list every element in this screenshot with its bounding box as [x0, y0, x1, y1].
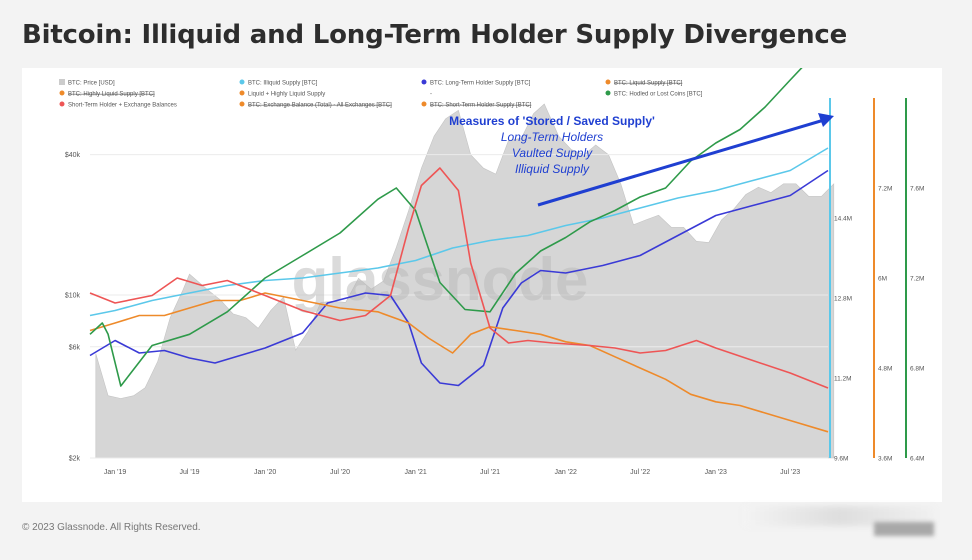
- x-tick-label: Jan '21: [404, 469, 426, 476]
- x-tick-label: Jul '23: [780, 469, 800, 476]
- right-axis-tick-label: 6M: [878, 276, 887, 283]
- chart-panel: BTC: Price [USD] BTC: Illiquid Supply [BT…: [22, 68, 942, 502]
- right-axis-tick-label: 7.6M: [910, 186, 924, 193]
- right-axis-tick-label: 9.6M: [834, 456, 848, 463]
- x-tick-label: Jul '21: [480, 469, 500, 476]
- legend-item[interactable]: Liquid + Highly Liquid Supply: [248, 92, 325, 98]
- series-btc-long-term-holder-supply-btc: [89, 169, 829, 387]
- x-tick-label: Jul '19: [179, 469, 199, 476]
- trend-arrow-head: [818, 113, 834, 127]
- legend-item[interactable]: BTC: Illiquid Supply [BTC]: [248, 81, 318, 87]
- series-btc-hodled-or-lost-coins-btc: [89, 68, 803, 387]
- annotation-heading: Measures of 'Stored / Saved Supply': [449, 114, 655, 128]
- legend-marker: [59, 101, 65, 107]
- right-axis-tick-label: 7.2M: [878, 186, 892, 193]
- series-lines: [89, 68, 829, 433]
- right-axis-tick-label: 4.8M: [878, 366, 892, 373]
- x-tick-label: Jul '22: [630, 469, 650, 476]
- legend-item[interactable]: BTC: Price [USD]: [68, 81, 115, 87]
- axes: $2k $6k $10k $40k Jan '19 Jul '19 Jan '20 Jul '…: [65, 98, 924, 476]
- x-tick-label: Jan '23: [705, 469, 727, 476]
- right-axis-tick-label: 6.8M: [910, 366, 924, 373]
- chart-canvas: BTC: Price [USD] BTC: Illiquid Supply [BT…: [59, 68, 924, 476]
- watermark: glassnode: [292, 246, 589, 313]
- y-tick-label: $10k: [65, 293, 81, 300]
- legend-marker: [239, 79, 245, 85]
- trend-arrow-shaft: [537, 118, 825, 207]
- series-liquid-highly-liquid-supply: [89, 292, 829, 433]
- legend-marker: [239, 101, 245, 107]
- legend-marker: [59, 90, 65, 96]
- legend-item[interactable]: BTC: Short-Term Holder Supply [BTC]: [430, 103, 532, 109]
- blurred-label: [874, 522, 934, 536]
- legend-marker: [605, 79, 611, 85]
- right-axis-tick-label: 11.2M: [834, 376, 852, 383]
- legend-item[interactable]: BTC: Hodled or Lost Coins [BTC]: [614, 92, 703, 98]
- legend-marker: [421, 101, 427, 107]
- legend-item[interactable]: BTC: Long-Term Holder Supply [BTC]: [430, 81, 531, 87]
- annotation-line-2: Vaulted Supply: [512, 146, 593, 160]
- right-axis-tick-label: 3.6M: [878, 456, 892, 463]
- copyright-notice: © 2023 Glassnode. All Rights Reserved.: [22, 522, 201, 533]
- y-tick-label: $2k: [69, 456, 81, 463]
- series-short-term-holder-exchange-balances: [89, 167, 829, 389]
- y-tick-label: $40k: [65, 152, 81, 159]
- annotation: Measures of 'Stored / Saved Supply' Long…: [449, 113, 834, 207]
- legend-marker: [59, 79, 65, 85]
- legend-item[interactable]: Short-Term Holder + Exchange Balances: [68, 103, 177, 109]
- annotation-line-3: Illiquid Supply: [515, 162, 590, 176]
- x-tick-label: Jan '19: [104, 469, 126, 476]
- legend-item[interactable]: -: [430, 92, 432, 98]
- x-tick-label: Jul '20: [330, 469, 350, 476]
- page-title: Bitcoin: Illiquid and Long-Term Holder S…: [22, 20, 848, 50]
- series-btc-illiquid-supply-btc: [89, 147, 829, 317]
- legend: BTC: Price [USD] BTC: Illiquid Supply [BT…: [59, 79, 703, 109]
- legend-item[interactable]: BTC: Exchange Balance (Total) - All Exch…: [248, 103, 392, 109]
- annotation-line-1: Long-Term Holders: [501, 130, 603, 144]
- legend-marker: [421, 79, 427, 85]
- right-axis-tick-label: 12.8M: [834, 296, 852, 303]
- legend-item[interactable]: BTC: Highly Liquid Supply [BTC]: [68, 92, 155, 98]
- y-tick-label: $6k: [69, 344, 81, 351]
- legend-marker: [605, 90, 611, 96]
- legend-item[interactable]: BTC: Liquid Supply [BTC]: [614, 81, 683, 87]
- right-axis-tick-label: 7.2M: [910, 276, 924, 283]
- x-tick-label: Jan '20: [254, 469, 276, 476]
- legend-marker: [239, 90, 245, 96]
- right-axis-tick-label: 6.4M: [910, 456, 924, 463]
- blurred-overlay: [744, 506, 934, 526]
- right-axis-tick-label: 14.4M: [834, 216, 852, 223]
- x-tick-label: Jan '22: [555, 469, 577, 476]
